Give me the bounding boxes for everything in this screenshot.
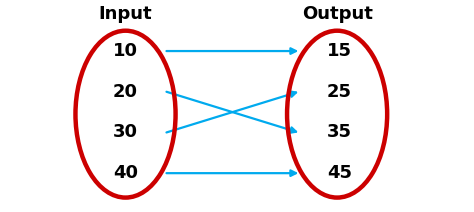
Text: 40: 40 xyxy=(113,164,138,182)
Text: 35: 35 xyxy=(327,123,352,141)
Text: 10: 10 xyxy=(113,42,138,60)
Text: 25: 25 xyxy=(327,83,352,101)
Text: 20: 20 xyxy=(113,83,138,101)
Text: 30: 30 xyxy=(113,123,138,141)
Text: 45: 45 xyxy=(327,164,352,182)
Text: Output: Output xyxy=(301,6,373,23)
Text: Input: Input xyxy=(99,6,152,23)
Text: 15: 15 xyxy=(327,42,352,60)
